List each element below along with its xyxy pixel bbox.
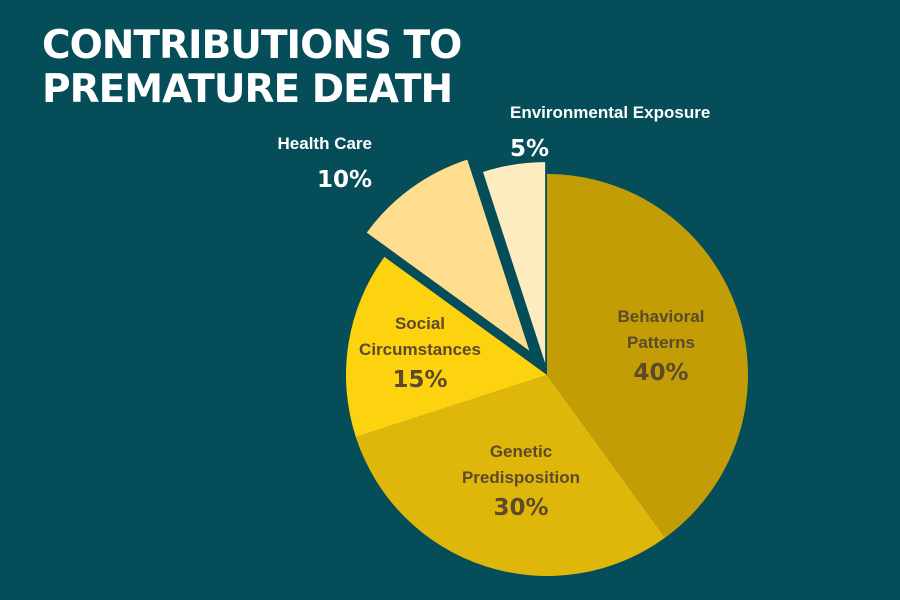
- slice-value-label: 40%: [633, 360, 688, 386]
- pie-slice-3: [346, 256, 547, 438]
- pie-labels: Behavioral Patterns 40% Genetic Predispositi…: [278, 103, 711, 521]
- slice-category-label: Behavioral: [618, 307, 705, 326]
- chart-title: CONTRIBUTIONS TO PREMATURE DEATH: [42, 23, 462, 112]
- chart-title-line-2: PREMATURE DEATH: [42, 67, 453, 112]
- slice-value-label: 10%: [317, 167, 372, 193]
- slice-label-3: Social Circumstances 15%: [359, 314, 481, 393]
- slice-label-5: Environmental Exposure 5%: [510, 103, 710, 162]
- slice-category-label: Predisposition: [462, 468, 580, 487]
- slice-label-4: Health Care 10%: [278, 134, 372, 193]
- slice-category-label: Patterns: [627, 333, 695, 352]
- pie-slice-5: [483, 162, 546, 364]
- slice-category-label: Social: [395, 314, 445, 333]
- pie-slice-4: [366, 159, 530, 351]
- slice-value-label: 5%: [510, 136, 549, 162]
- slice-label-2: Genetic Predisposition 30%: [462, 442, 580, 521]
- slice-category-label: Genetic: [490, 442, 552, 461]
- slice-category-label: Environmental Exposure: [510, 103, 710, 122]
- slice-category-label: Circumstances: [359, 340, 481, 359]
- slice-value-label: 15%: [392, 367, 447, 393]
- slice-label-1: Behavioral Patterns 40%: [618, 307, 705, 386]
- chart-title-line-1: CONTRIBUTIONS TO: [42, 23, 462, 68]
- pie-slice-1: [547, 174, 748, 538]
- pie-slices: [346, 159, 748, 576]
- pie-slice-2: [355, 375, 666, 576]
- slice-category-label: Health Care: [278, 134, 372, 153]
- slice-value-label: 30%: [493, 495, 548, 521]
